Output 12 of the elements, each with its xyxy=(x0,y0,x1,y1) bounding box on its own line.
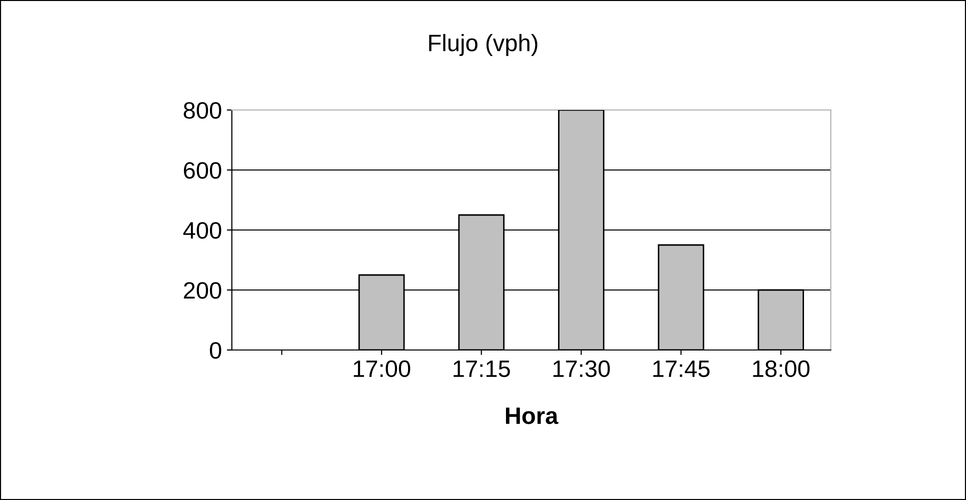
x-tick-label: 17:15 xyxy=(454,360,510,378)
chart-title: Flujo (vph) xyxy=(429,34,538,56)
y-tick-label: 800 xyxy=(184,102,222,119)
y-tick-label: 600 xyxy=(184,162,222,179)
y-tick-label: 200 xyxy=(184,282,222,299)
x-tick-label: 18:00 xyxy=(753,360,810,378)
y-tick-label: 400 xyxy=(183,222,222,239)
y-tick-label: 0 xyxy=(210,342,222,359)
x-tick-label: 17:00 xyxy=(354,360,410,378)
x-tick-label: 17:30 xyxy=(553,360,610,378)
x-axis-title: Hora xyxy=(506,408,558,424)
x-tick-label: 17:45 xyxy=(653,360,710,378)
